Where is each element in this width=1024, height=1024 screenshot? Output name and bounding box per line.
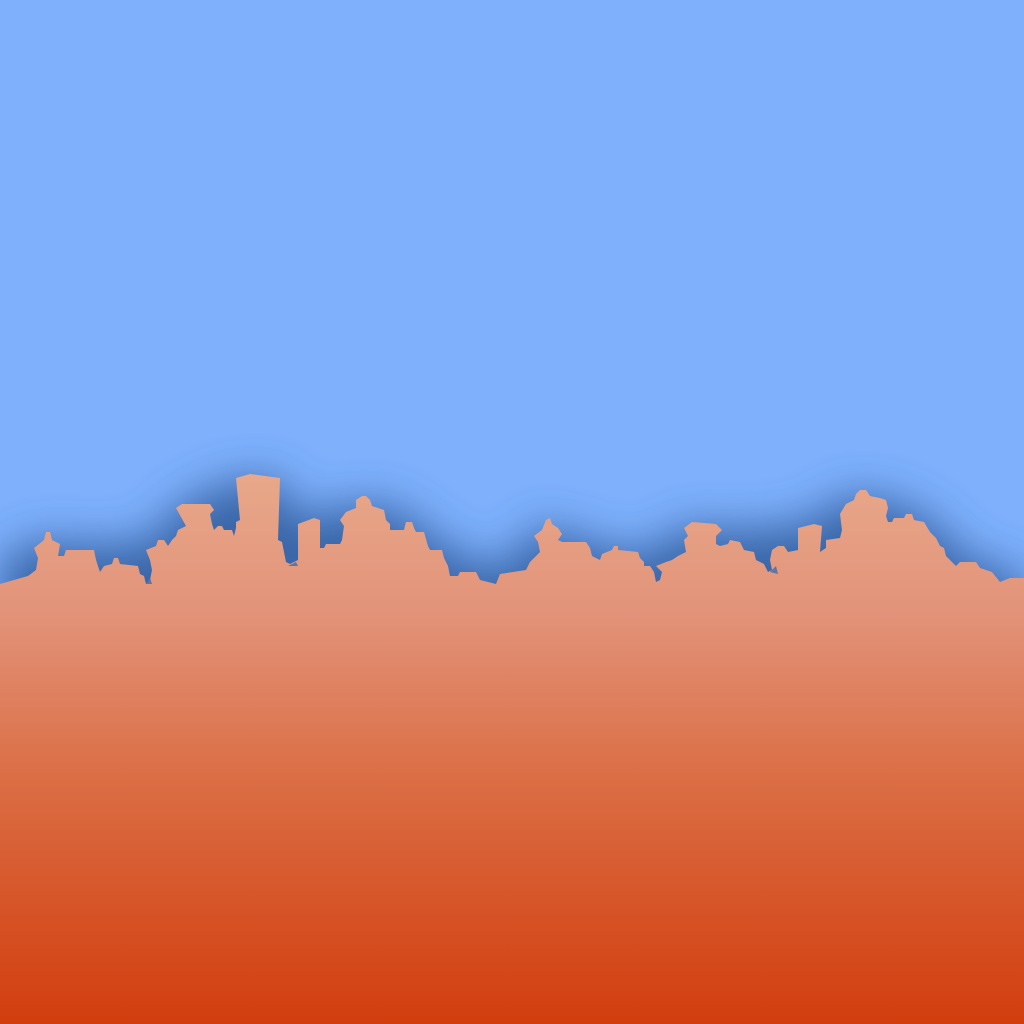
skyline-gaps — [146, 562, 778, 584]
city-skyline-silhouette — [0, 474, 1024, 1024]
